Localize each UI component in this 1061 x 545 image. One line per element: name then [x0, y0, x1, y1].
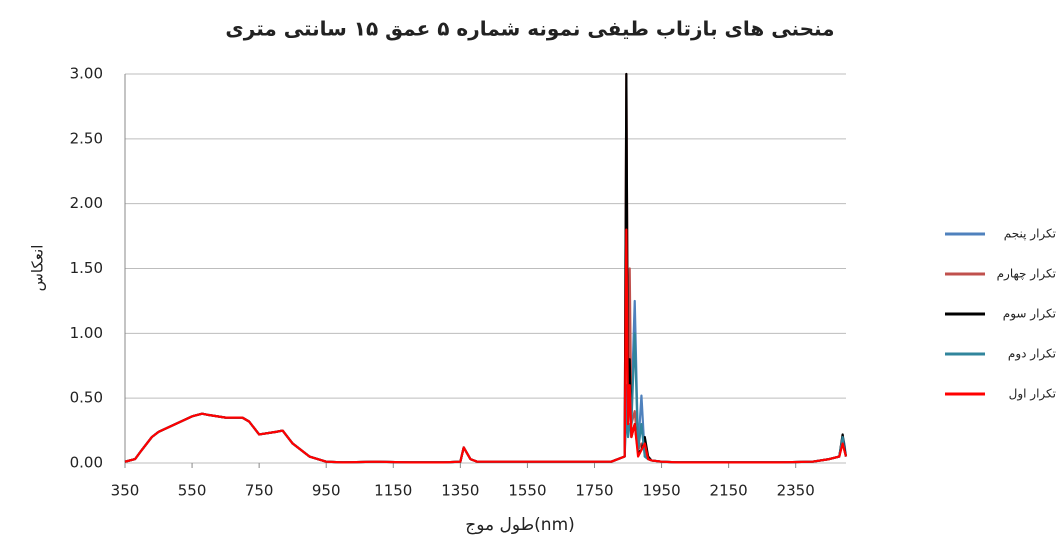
legend-label: تکرار سوم: [1003, 307, 1056, 322]
series-line: [124, 299, 848, 464]
x-tick-label: 1150: [374, 482, 412, 500]
y-tick-label: 2.50: [70, 129, 103, 147]
x-tick-label: 1950: [642, 482, 680, 500]
x-tick-label: 350: [111, 482, 140, 500]
y-tick-label: 3.00: [70, 65, 103, 83]
x-tick-label: 750: [245, 482, 274, 500]
y-tick-label: 0.50: [70, 389, 103, 407]
y-tick-label: 2.00: [70, 194, 103, 212]
x-tick-label: 950: [312, 482, 341, 500]
y-tick-label: 1.00: [70, 324, 103, 342]
x-tick-label: 2350: [777, 482, 815, 500]
legend-label: تکرار دوم: [1008, 347, 1056, 362]
series-line: [124, 228, 848, 464]
x-tick-label: 550: [178, 482, 207, 500]
legend-label: تکرار چهارم: [997, 267, 1056, 282]
x-tick-label: 1350: [441, 482, 479, 500]
x-tick-label: 2150: [710, 482, 748, 500]
chart-title: منحنی های بازتاب طیفی نمونه شماره ۵ عمق …: [225, 17, 834, 41]
x-tick-label: 1750: [575, 482, 613, 500]
y-tick-label: 1.50: [70, 259, 103, 277]
y-tick-label: 0.00: [70, 454, 103, 472]
x-tick-label: 1550: [508, 482, 546, 500]
legend-label: تکرار اول: [1009, 387, 1056, 402]
x-axis-label: طول موج(nm): [465, 515, 575, 535]
legend-label: تکرار پنجم: [1004, 227, 1056, 242]
y-axis-label: انعکاس: [29, 245, 47, 292]
